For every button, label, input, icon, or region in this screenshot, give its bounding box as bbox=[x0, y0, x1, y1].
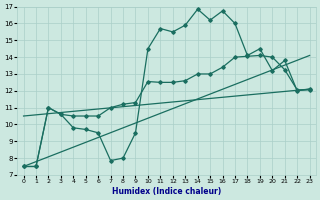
X-axis label: Humidex (Indice chaleur): Humidex (Indice chaleur) bbox=[112, 187, 221, 196]
